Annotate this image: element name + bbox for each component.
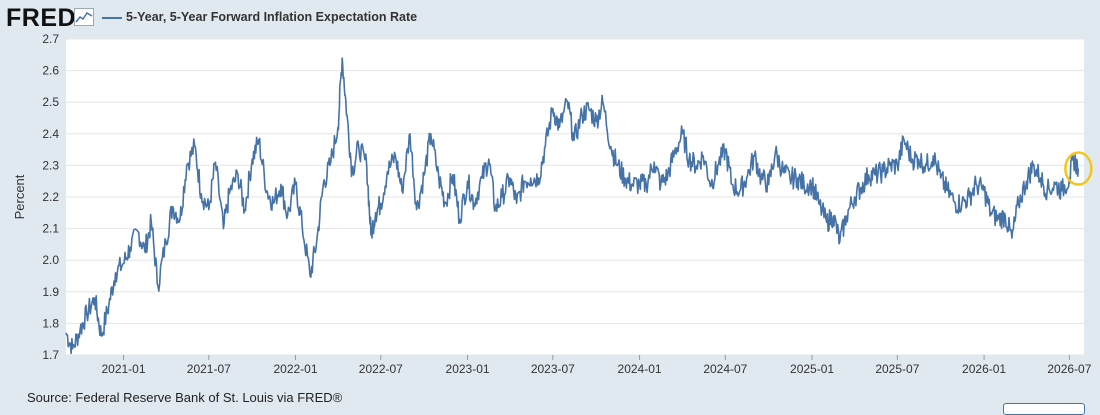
y-tick-label: 2.7 (42, 32, 59, 46)
edit-graph-button[interactable] (1003, 403, 1085, 415)
x-tick-label: 2025-07 (875, 362, 919, 376)
highlight-circle (1064, 151, 1093, 186)
gridlines (66, 38, 1084, 356)
y-tick-label: 2.4 (42, 127, 59, 141)
x-tick-label: 2024-01 (618, 362, 662, 376)
x-tick-label: 2024-07 (703, 362, 747, 376)
x-tick-label: 2025-01 (790, 362, 834, 376)
x-tick-label: 2023-01 (446, 362, 490, 376)
y-tick-label: 1.8 (42, 316, 59, 330)
legend-swatch (102, 17, 122, 19)
source-note: Source: Federal Reserve Bank of St. Loui… (27, 390, 343, 405)
y-axis-ticks: 1.7 1.8 1.9 2.0 2.1 2.2 2.3 2.4 2.5 2.6 2.7 (42, 32, 59, 362)
y-tick-label: 2.2 (42, 190, 59, 204)
y-tick-label: 1.9 (42, 285, 59, 299)
fred-logo[interactable]: FRED (6, 4, 77, 32)
y-tick-label: 2.3 (42, 158, 59, 172)
y-tick-label: 1.7 (42, 348, 59, 362)
x-tick-label: 2022-01 (273, 362, 317, 376)
x-tick-label: 2021-07 (187, 362, 231, 376)
x-tick-label: 2023-07 (531, 362, 575, 376)
y-axis-label: Percent (12, 174, 27, 219)
y-tick-label: 2.6 (42, 64, 59, 78)
y-tick-label: 2.5 (42, 95, 59, 109)
series-line (65, 57, 1080, 355)
chart-header: FRED 5-Year, 5-Year Forward Inflation Ex… (0, 0, 1100, 36)
x-axis-ticks: 2021-01 2021-07 2022-01 2022-07 2023-01 2023-… (101, 355, 1092, 376)
legend-label: 5-Year, 5-Year Forward Inflation Expecta… (126, 10, 418, 24)
x-tick-label: 2021-01 (101, 362, 145, 376)
y-tick-label: 2.1 (42, 222, 59, 236)
y-tick-label: 2.0 (42, 253, 59, 267)
line-chart-icon (74, 8, 94, 26)
x-tick-label: 2022-07 (359, 362, 403, 376)
x-tick-label: 2026-01 (962, 362, 1006, 376)
x-tick-label: 2026-07 (1047, 362, 1091, 376)
